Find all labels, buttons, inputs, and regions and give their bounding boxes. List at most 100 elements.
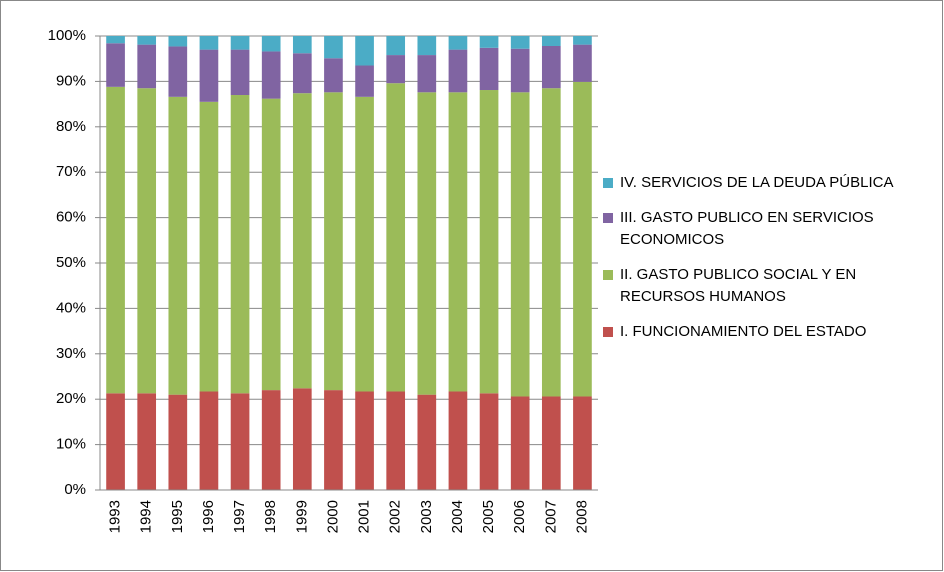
bar-segment [479, 90, 499, 394]
bar-segment [230, 36, 250, 50]
legend-label: IV. SERVICIOS DE LA DEUDA PÚBLICA [620, 174, 894, 191]
bar-segment [137, 44, 157, 89]
x-tick-label: 1997 [231, 500, 248, 533]
x-tick-label: 2008 [573, 500, 590, 533]
bar-segment [137, 88, 157, 394]
bar-segment [541, 36, 561, 46]
legend-item: III. GASTO PUBLICO EN SERVICIOS ECONOMIC… [603, 207, 938, 251]
x-tick-label: 1996 [200, 500, 217, 533]
bar-segment [199, 36, 219, 50]
bar-segment [541, 45, 561, 89]
bar-segment [324, 390, 343, 490]
bar-segment [355, 36, 374, 66]
y-tick-label: 30% [56, 345, 86, 362]
bar-segment [137, 393, 157, 490]
legend-swatch [603, 270, 613, 280]
bar-segment [261, 51, 281, 99]
x-tick-label: 2004 [449, 500, 466, 533]
bar-segment [386, 391, 406, 490]
x-tick-label: 2007 [542, 500, 559, 533]
bar-segment [168, 394, 188, 490]
bar-segment [510, 48, 530, 93]
x-tick-label: 2005 [480, 500, 497, 533]
bar-segment [417, 55, 437, 93]
bar-segment [168, 96, 188, 395]
bar-segment [292, 53, 312, 94]
bar-segment [541, 396, 561, 490]
legend-item: I. FUNCIONAMIENTO DEL ESTADO [603, 321, 938, 343]
bar-segment [417, 394, 437, 490]
y-tick-label: 80% [56, 118, 86, 135]
bar-segment [106, 36, 125, 44]
bar-segment [261, 390, 281, 490]
bar-segment [106, 43, 125, 87]
bar-segment [479, 36, 499, 48]
y-tick-label: 50% [56, 254, 86, 271]
bar-segment [510, 36, 530, 49]
bar-segment [386, 55, 406, 84]
legend: IV. SERVICIOS DE LA DEUDA PÚBLICA III. GA… [603, 172, 938, 356]
bar-segment [479, 47, 499, 91]
x-tick-label: 2003 [418, 500, 435, 533]
bar-segment [448, 49, 468, 93]
legend-swatch [603, 213, 613, 223]
x-tick-label: 2001 [356, 500, 373, 533]
bar-segment [324, 36, 343, 59]
bar-segment [230, 393, 250, 490]
y-tick-label: 70% [56, 163, 86, 180]
x-tick-label: 2000 [324, 500, 341, 533]
bar-segment [355, 96, 374, 392]
bar-segment [292, 388, 312, 490]
legend-label: III. GASTO PUBLICO EN SERVICIOS ECONOMIC… [620, 209, 874, 248]
bar-segment [292, 93, 312, 389]
y-tick-label: 10% [56, 436, 86, 453]
bar-segment [199, 49, 219, 102]
bar-segment [541, 88, 561, 397]
x-tick-label: 1995 [169, 500, 186, 533]
bar-segment [199, 391, 219, 490]
bar-segment [168, 36, 188, 47]
bar-segment [355, 65, 374, 97]
bar-segment [137, 36, 157, 45]
bar-segment [261, 36, 281, 52]
y-tick-label: 0% [64, 481, 86, 498]
bar-segment [448, 36, 468, 50]
x-tick-label: 1999 [293, 500, 310, 533]
y-tick-label: 60% [56, 209, 86, 226]
y-tick-label: 100% [48, 27, 86, 44]
legend-swatch [603, 327, 613, 337]
x-tick-label: 1993 [107, 500, 124, 533]
bar-segment [448, 391, 468, 490]
bar-segment [417, 36, 437, 56]
bar-segment [573, 36, 592, 45]
bar-segment [573, 81, 592, 397]
x-tick-label: 1994 [138, 500, 155, 533]
x-tick-label: 2006 [511, 500, 528, 533]
bar-segment [230, 95, 250, 394]
legend-item: IV. SERVICIOS DE LA DEUDA PÚBLICA [603, 172, 938, 194]
bar-segment [448, 92, 468, 392]
legend-label: II. GASTO PUBLICO SOCIAL Y EN RECURSOS H… [620, 266, 857, 305]
y-tick-label: 20% [56, 390, 86, 407]
bar-segment [510, 396, 530, 490]
y-tick-label: 40% [56, 299, 86, 316]
legend-item: II. GASTO PUBLICO SOCIAL Y EN RECURSOS H… [603, 264, 938, 308]
x-tick-label: 1998 [262, 500, 279, 533]
bar-segment [573, 44, 592, 82]
legend-swatch [603, 178, 613, 188]
bar-segment [324, 58, 343, 93]
bar-segment [230, 49, 250, 96]
bar-segment [292, 36, 312, 54]
bar-segment [479, 393, 499, 490]
bar-segment [573, 396, 592, 490]
bar-segment [324, 92, 343, 391]
legend-label: I. FUNCIONAMIENTO DEL ESTADO [620, 323, 867, 340]
bar-segment [106, 86, 125, 394]
bar-segment [386, 36, 406, 56]
bar-segment [510, 92, 530, 397]
bar-segment [199, 101, 219, 392]
bar-segment [106, 393, 125, 490]
